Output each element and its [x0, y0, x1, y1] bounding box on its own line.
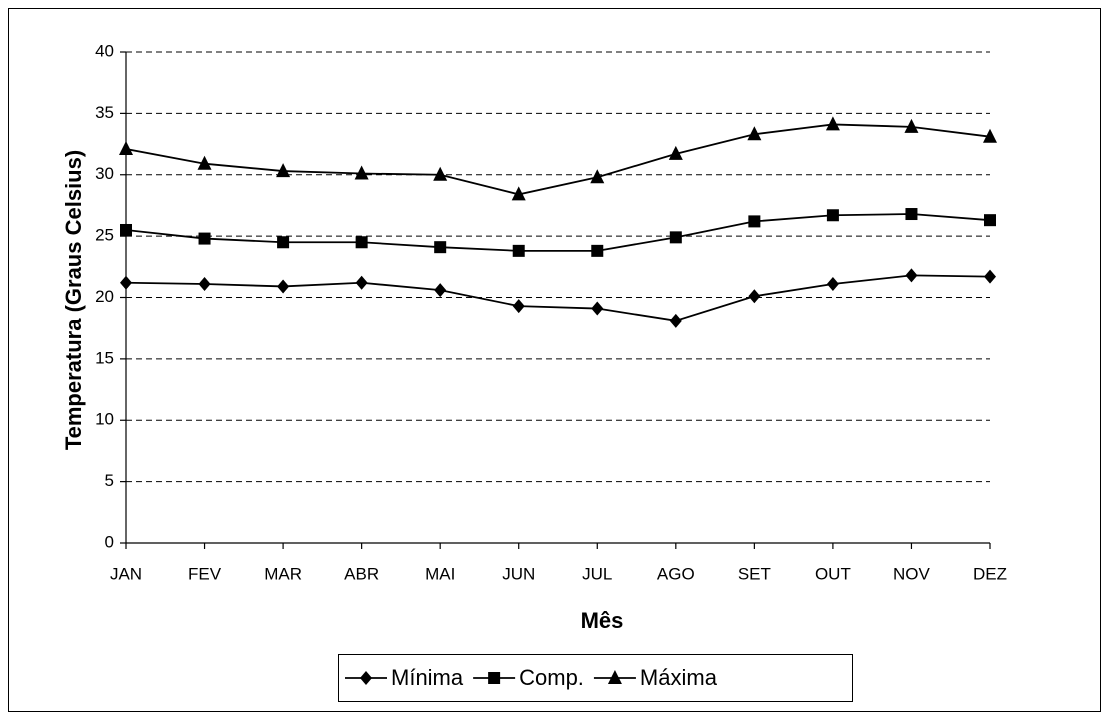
- legend-label: Mínima: [391, 665, 464, 690]
- marker: [590, 169, 605, 184]
- marker: [198, 276, 211, 291]
- x-tick-label: DEZ: [973, 564, 1007, 583]
- marker: [277, 236, 290, 249]
- y-tick-label: 30: [95, 164, 114, 183]
- y-tick-label: 5: [105, 471, 114, 490]
- marker: [826, 209, 839, 222]
- legend-label: Comp.: [519, 665, 584, 690]
- x-tick-label: MAI: [425, 564, 455, 583]
- y-tick-label: 20: [95, 287, 114, 306]
- y-tick-label: 25: [95, 226, 114, 245]
- marker: [512, 244, 525, 257]
- x-tick-label: JUN: [502, 564, 535, 583]
- x-tick-label: OUT: [815, 564, 851, 583]
- x-tick-label: JAN: [110, 564, 142, 583]
- marker: [826, 276, 839, 291]
- marker: [276, 163, 291, 178]
- marker: [433, 166, 448, 181]
- marker: [355, 275, 368, 290]
- marker: [434, 241, 447, 254]
- x-tick-label: JUL: [582, 564, 612, 583]
- marker: [668, 145, 683, 160]
- marker: [354, 165, 369, 180]
- marker: [198, 232, 211, 245]
- marker: [905, 268, 918, 283]
- x-tick-label: AGO: [657, 564, 695, 583]
- marker: [591, 301, 604, 316]
- marker: [277, 279, 290, 294]
- marker: [120, 223, 132, 236]
- marker: [120, 275, 132, 290]
- marker: [904, 118, 919, 133]
- series-line: [125, 213, 991, 252]
- marker: [905, 208, 918, 221]
- marker: [748, 289, 761, 304]
- marker: [197, 155, 212, 170]
- marker: [355, 236, 368, 249]
- x-tick-label: SET: [738, 564, 771, 583]
- marker: [488, 672, 501, 684]
- marker: [748, 215, 761, 228]
- y-tick-label: 0: [105, 532, 114, 551]
- marker: [512, 299, 525, 314]
- marker: [983, 128, 997, 143]
- x-tick-label: FEV: [188, 564, 222, 583]
- y-tick-label: 40: [95, 41, 114, 60]
- y-axis-title: Temperatura (Graus Celsius): [61, 150, 86, 450]
- y-tick-label: 15: [95, 348, 114, 367]
- series-line: [125, 123, 991, 196]
- marker: [984, 214, 996, 227]
- marker: [591, 244, 604, 257]
- marker: [434, 283, 447, 298]
- y-tick-label: 10: [95, 410, 114, 429]
- y-tick-label: 35: [95, 103, 114, 122]
- marker: [669, 313, 682, 328]
- x-tick-label: MAR: [264, 564, 302, 583]
- marker: [825, 116, 840, 131]
- x-axis-title: Mês: [581, 608, 624, 633]
- marker: [607, 670, 622, 684]
- x-tick-label: ABR: [344, 564, 379, 583]
- chart-border: [8, 8, 1101, 712]
- x-tick-label: NOV: [893, 564, 931, 583]
- marker: [747, 126, 762, 141]
- marker: [669, 231, 682, 244]
- marker: [360, 671, 372, 685]
- marker: [984, 269, 996, 284]
- marker: [119, 140, 133, 155]
- series-line: [125, 274, 991, 322]
- legend-label: Máxima: [640, 665, 718, 690]
- marker: [511, 186, 526, 201]
